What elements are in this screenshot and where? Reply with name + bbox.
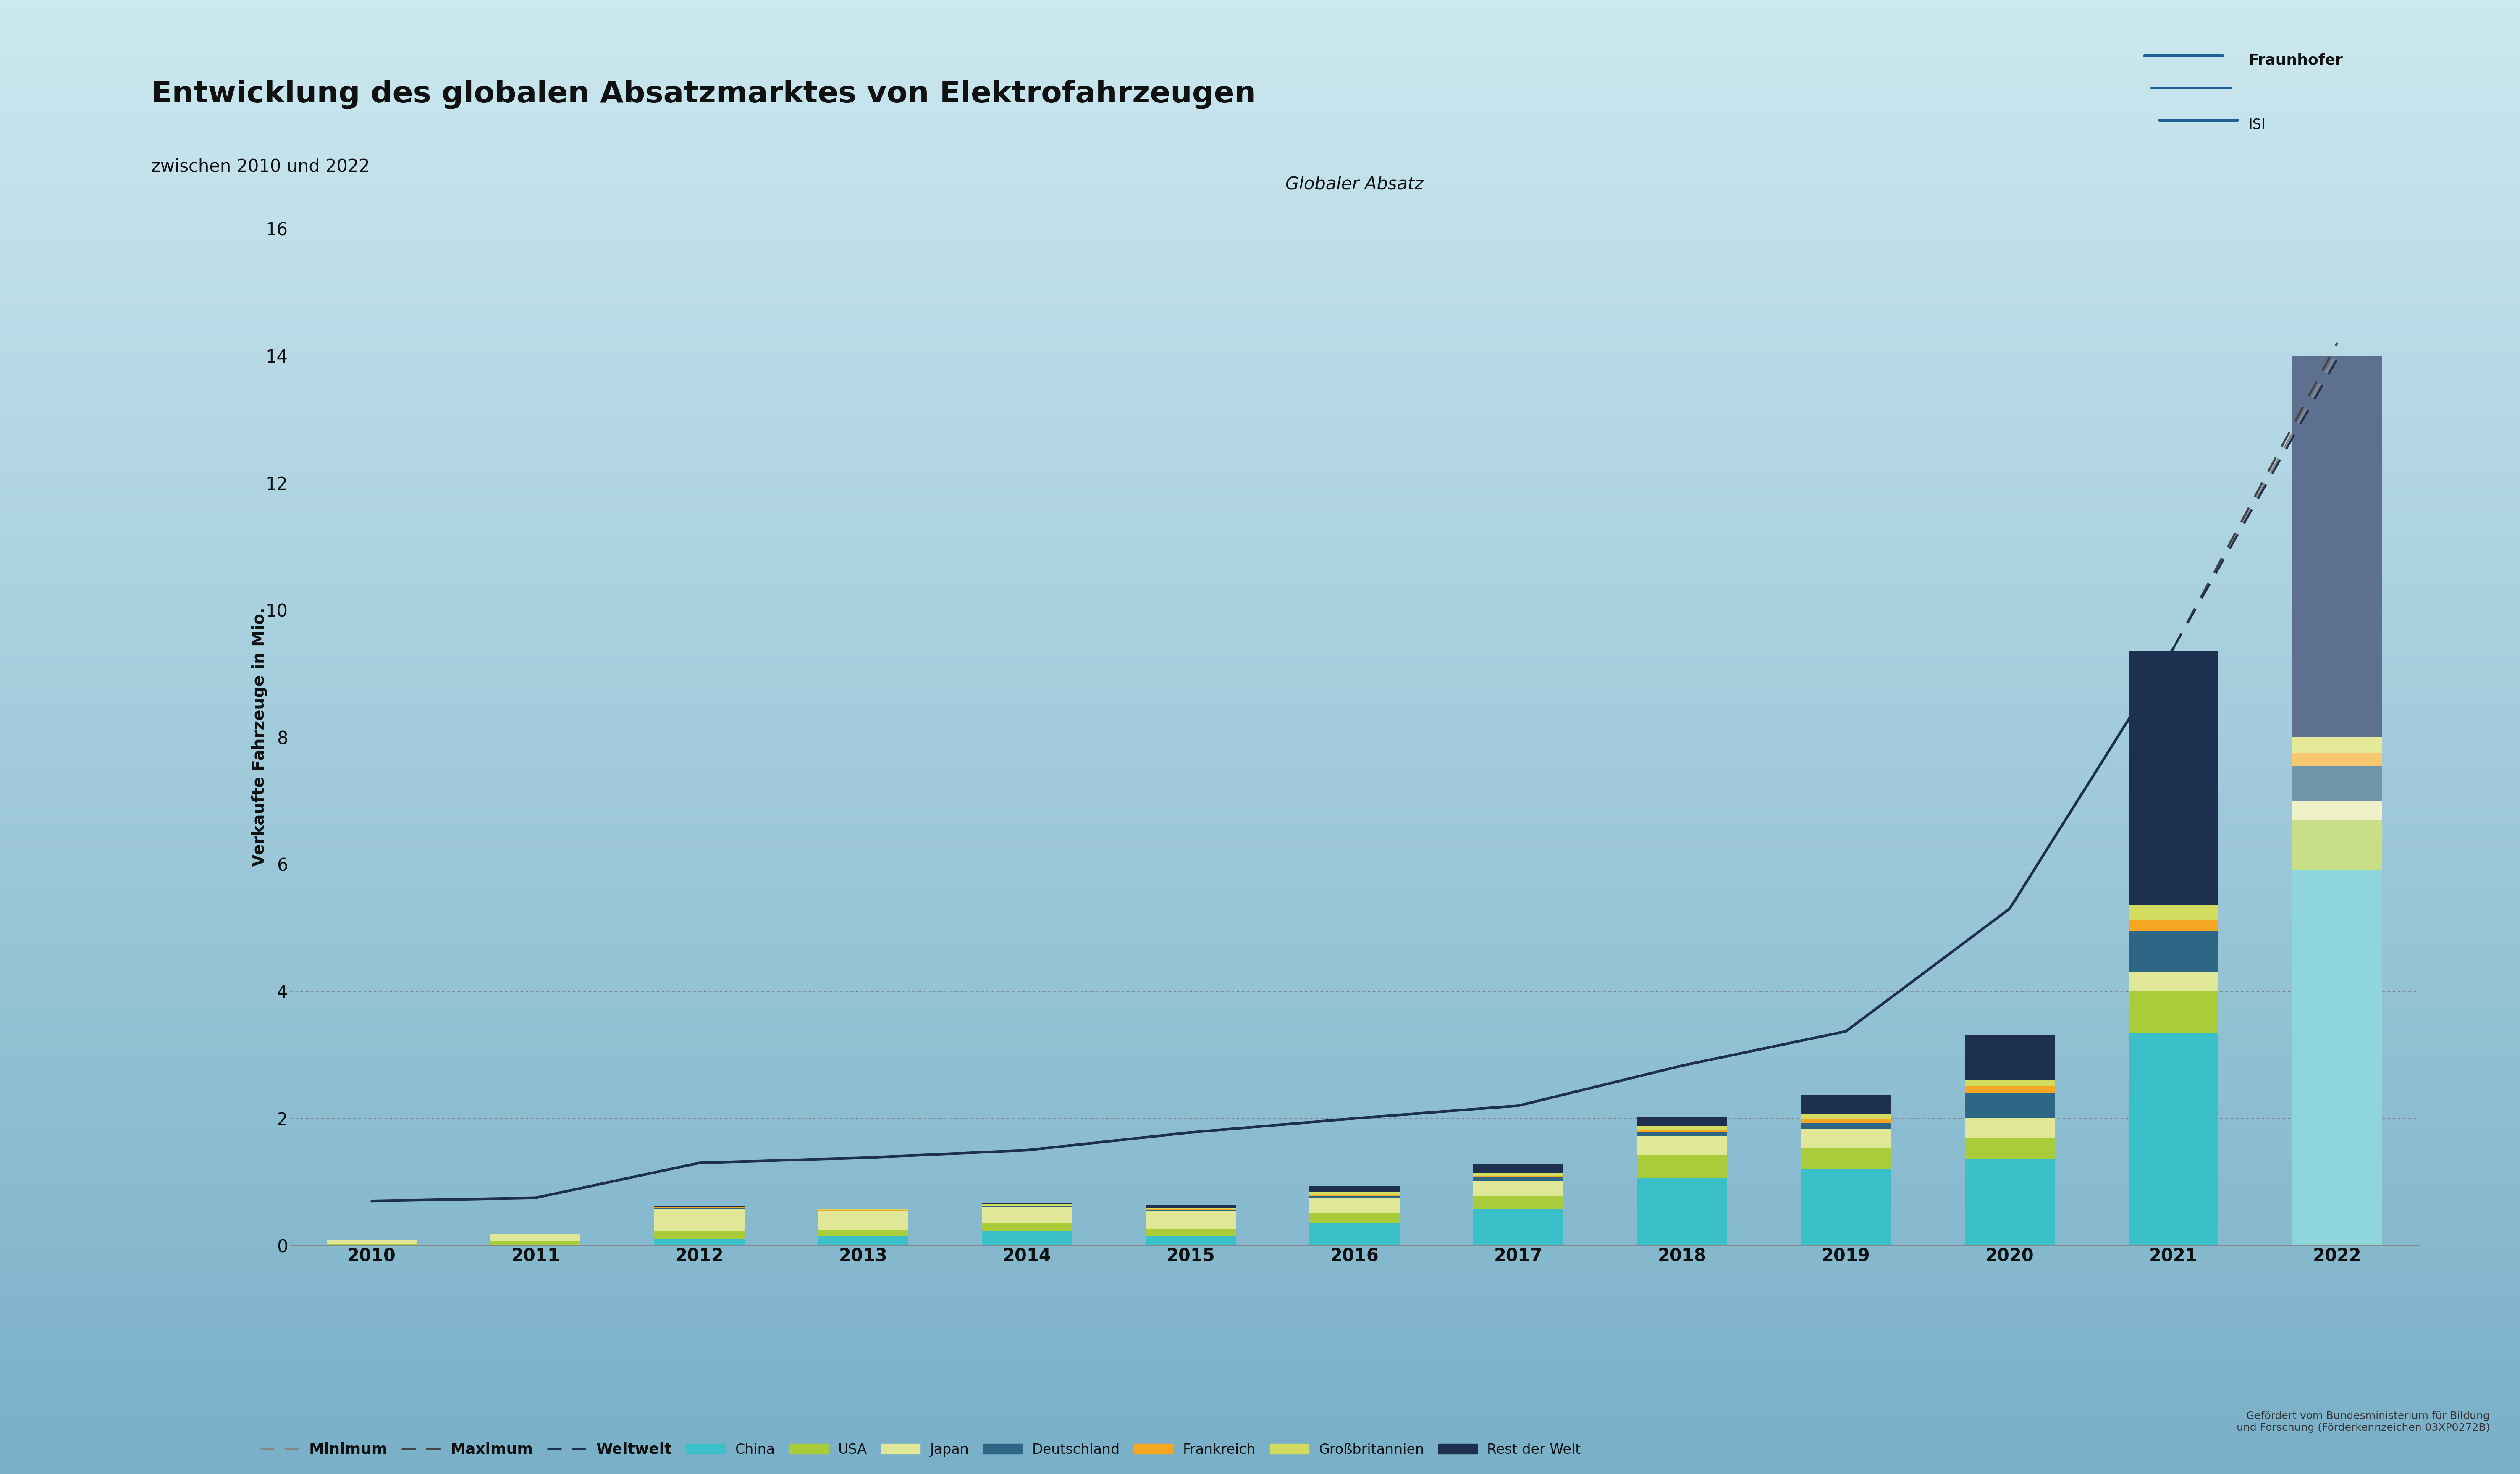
Bar [819,1229,907,1237]
Bar [2293,820,2381,871]
Bar [983,1207,1071,1223]
Bar [1966,1086,2054,1094]
Bar [2293,355,2381,737]
Bar [983,1231,1071,1246]
Text: ISI: ISI [2248,118,2265,133]
Bar [1802,1129,1890,1148]
Bar [655,1209,743,1231]
Bar [819,1237,907,1246]
Bar [1310,1213,1399,1223]
Bar [1966,1079,2054,1086]
Bar [491,1234,580,1241]
Bar [2129,1033,2218,1246]
Bar [1474,1163,1562,1173]
Text: zwischen 2010 und 2022: zwischen 2010 und 2022 [151,158,370,175]
Bar [2293,753,2381,765]
Bar [1147,1237,1235,1246]
Bar [1474,1178,1562,1181]
Bar [819,1212,907,1229]
Bar [2129,932,2218,973]
Bar [1310,1192,1399,1194]
Bar [1966,1138,2054,1159]
Bar [1638,1178,1726,1246]
Bar [1474,1209,1562,1246]
Bar [1147,1204,1235,1209]
Text: Gefördert vom Bundesministerium für Bildung
und Forschung (Förderkennzeichen 03X: Gefördert vom Bundesministerium für Bild… [2235,1411,2490,1433]
Bar [2129,973,2218,991]
Bar [983,1223,1071,1231]
Bar [1802,1148,1890,1169]
Bar [1966,1035,2054,1079]
Bar [1638,1132,1726,1136]
Bar [2129,905,2218,920]
Bar [1802,1119,1890,1123]
Bar [2293,737,2381,753]
Y-axis label: Verkaufte Fahrzeuge in Mio.: Verkaufte Fahrzeuge in Mio. [252,607,267,867]
Bar [2129,920,2218,932]
Bar [1966,1119,2054,1138]
Bar [2293,871,2381,1246]
Bar [1802,1114,1890,1119]
Bar [1474,1195,1562,1209]
Bar [1638,1116,1726,1126]
Bar [2293,800,2381,820]
Bar [655,1240,743,1246]
Bar [1802,1169,1890,1246]
Bar [1310,1185,1399,1192]
Bar [1638,1126,1726,1131]
Bar [1474,1181,1562,1195]
Bar [2129,650,2218,905]
Text: Globaler Absatz: Globaler Absatz [1285,175,1424,193]
Bar [491,1241,580,1246]
Bar [655,1231,743,1240]
Bar [1310,1198,1399,1213]
Bar [1966,1159,2054,1246]
Bar [1147,1212,1235,1229]
Bar [1474,1173,1562,1176]
Bar [1966,1094,2054,1119]
Bar [1638,1156,1726,1178]
Text: Fraunhofer: Fraunhofer [2248,53,2344,68]
Bar [2129,991,2218,1033]
Bar [1802,1095,1890,1114]
Bar [1310,1195,1399,1198]
Text: Entwicklung des globalen Absatzmarktes von Elektrofahrzeugen: Entwicklung des globalen Absatzmarktes v… [151,80,1255,109]
Legend: Minimum, Maximum, Weltweit, China, USA, Japan, Deutschland, Frankreich, Großbrit: Minimum, Maximum, Weltweit, China, USA, … [255,1437,1588,1462]
Bar [2293,765,2381,800]
Bar [1147,1229,1235,1237]
Bar [1638,1136,1726,1156]
Bar [1802,1123,1890,1129]
Bar [328,1240,416,1244]
Bar [1638,1131,1726,1132]
Bar [1310,1223,1399,1246]
